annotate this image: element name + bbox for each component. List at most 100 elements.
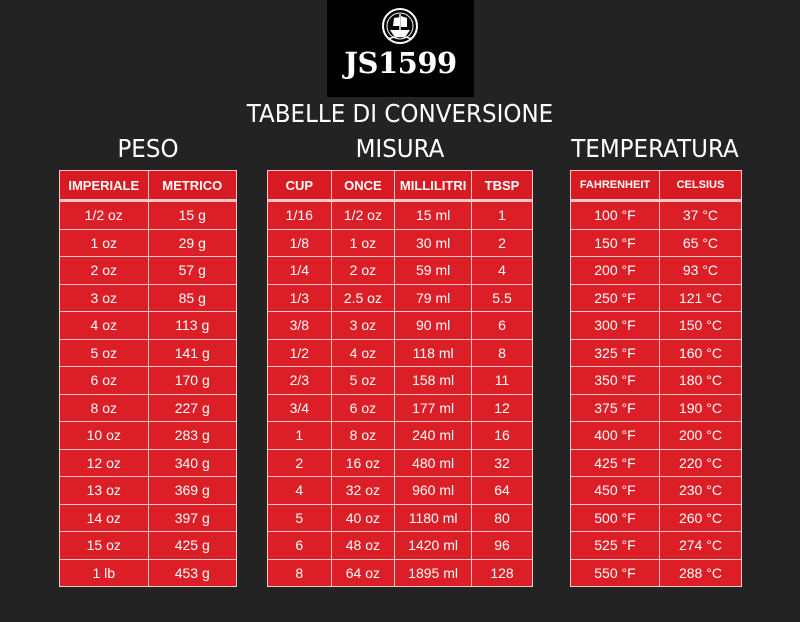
table-row: 150 °F 65 °C xyxy=(570,228,743,257)
table-cell: 32 xyxy=(471,448,533,477)
table-row: 400 °F 200 °C xyxy=(570,421,743,450)
table-row: 10 oz 283 g xyxy=(59,421,237,450)
table-cell: 2/3 xyxy=(267,366,332,395)
table-cell: 960 ml xyxy=(394,476,473,505)
table-row: 1 lb 453 g xyxy=(59,558,237,587)
table-cell: 425 g xyxy=(147,531,237,560)
table-row: 325 °F 160 °C xyxy=(570,338,743,367)
table-row: 12 oz 340 g xyxy=(59,448,237,477)
table-cell: 1420 ml xyxy=(394,531,473,560)
table-cell: 150 °C xyxy=(658,311,743,340)
table-cell: 113 g xyxy=(147,311,237,340)
table-cell: 6 xyxy=(267,531,332,560)
table-row: 6 oz 170 g xyxy=(59,366,237,395)
table-row: 13 oz 369 g xyxy=(59,476,237,505)
table-cell: 170 g xyxy=(147,366,237,395)
table-cell: 190 °C xyxy=(658,393,743,422)
table-row: 3/8 3 oz 90 ml 6 xyxy=(267,311,533,340)
table-row: 375 °F 190 °C xyxy=(570,393,743,422)
table-cell: 4 oz xyxy=(59,311,149,340)
misura-column-header: TBSP xyxy=(471,170,533,202)
temperatura-title: TEMPERATURA xyxy=(571,134,739,163)
table-cell: 8 oz xyxy=(330,421,396,450)
peso-header-row: IMPERIALE METRICO xyxy=(59,170,237,202)
table-cell: 57 g xyxy=(147,256,237,285)
table-cell: 15 oz xyxy=(59,531,149,560)
table-cell: 375 °F xyxy=(570,393,660,422)
table-cell: 325 °F xyxy=(570,338,660,367)
table-cell: 2.5 oz xyxy=(330,283,396,312)
table-row: 425 °F 220 °C xyxy=(570,448,743,477)
table-cell: 177 ml xyxy=(394,393,473,422)
table-cell: 59 ml xyxy=(394,256,473,285)
temperatura-header-row: FAHRENHEIT CELSIUS xyxy=(570,170,743,202)
table-cell: 8 xyxy=(471,338,533,367)
table-cell: 6 oz xyxy=(59,366,149,395)
table-cell: 220 °C xyxy=(658,448,743,477)
table-cell: 425 °F xyxy=(570,448,660,477)
table-cell: 40 oz xyxy=(330,503,396,532)
table-cell: 1180 ml xyxy=(394,503,473,532)
table-cell: 550 °F xyxy=(570,558,660,587)
table-row: 500 °F 260 °C xyxy=(570,503,743,532)
table-row: 8 oz 227 g xyxy=(59,393,237,422)
table-cell: 3/8 xyxy=(267,311,332,340)
table-cell: 1/3 xyxy=(267,283,332,312)
table-cell: 29 g xyxy=(147,228,237,257)
table-cell: 3 oz xyxy=(330,311,396,340)
table-row: 1 oz 29 g xyxy=(59,228,237,257)
table-cell: 350 °F xyxy=(570,366,660,395)
peso-column-header: METRICO xyxy=(147,170,237,202)
table-cell: 12 xyxy=(471,393,533,422)
table-cell: 3/4 xyxy=(267,393,332,422)
misura-title: MISURA xyxy=(355,134,445,163)
table-row: 1/2 4 oz 118 ml 8 xyxy=(267,338,533,367)
table-row: 2 oz 57 g xyxy=(59,256,237,285)
logo: JS1599 xyxy=(327,0,474,97)
table-row: 14 oz 397 g xyxy=(59,503,237,532)
table-cell: 1 xyxy=(471,199,533,230)
table-cell: 240 ml xyxy=(394,421,473,450)
misura-table: CUP ONCE MILLILITRI TBSP 1/16 1/2 oz 15 ml 1 1/… xyxy=(267,170,533,587)
table-cell: 6 xyxy=(471,311,533,340)
table-row: 1/3 2.5 oz 79 ml 5.5 xyxy=(267,283,533,312)
table-cell: 8 oz xyxy=(59,393,149,422)
table-cell: 14 oz xyxy=(59,503,149,532)
table-row: 3 oz 85 g xyxy=(59,283,237,312)
table-cell: 1 lb xyxy=(59,558,149,587)
table-row: 5 40 oz 1180 ml 80 xyxy=(267,503,533,532)
table-cell: 6 oz xyxy=(330,393,396,422)
table-cell: 80 xyxy=(471,503,533,532)
table-cell: 65 °C xyxy=(658,228,743,257)
logo-text: JS1599 xyxy=(344,46,457,80)
table-cell: 64 oz xyxy=(330,558,396,587)
table-row: 300 °F 150 °C xyxy=(570,311,743,340)
table-cell: 4 oz xyxy=(330,338,396,367)
table-row: 4 32 oz 960 ml 64 xyxy=(267,476,533,505)
table-row: 4 oz 113 g xyxy=(59,311,237,340)
table-cell: 15 ml xyxy=(394,199,473,230)
table-cell: 400 °F xyxy=(570,421,660,450)
table-cell: 250 °F xyxy=(570,283,660,312)
table-cell: 274 °C xyxy=(658,531,743,560)
table-row: 350 °F 180 °C xyxy=(570,366,743,395)
table-cell: 30 ml xyxy=(394,228,473,257)
table-row: 200 °F 93 °C xyxy=(570,256,743,285)
ship-icon xyxy=(382,8,418,44)
table-row: 1/2 oz 15 g xyxy=(59,199,237,230)
table-cell: 1 xyxy=(267,421,332,450)
table-cell: 4 xyxy=(471,256,533,285)
table-cell: 369 g xyxy=(147,476,237,505)
table-cell: 2 oz xyxy=(330,256,396,285)
table-cell: 79 ml xyxy=(394,283,473,312)
table-cell: 288 °C xyxy=(658,558,743,587)
table-row: 5 oz 141 g xyxy=(59,338,237,367)
table-cell: 1/16 xyxy=(267,199,332,230)
table-cell: 300 °F xyxy=(570,311,660,340)
table-cell: 1895 ml xyxy=(394,558,473,587)
table-cell: 128 xyxy=(471,558,533,587)
table-cell: 150 °F xyxy=(570,228,660,257)
table-row: 450 °F 230 °C xyxy=(570,476,743,505)
table-cell: 453 g xyxy=(147,558,237,587)
table-cell: 15 g xyxy=(147,199,237,230)
